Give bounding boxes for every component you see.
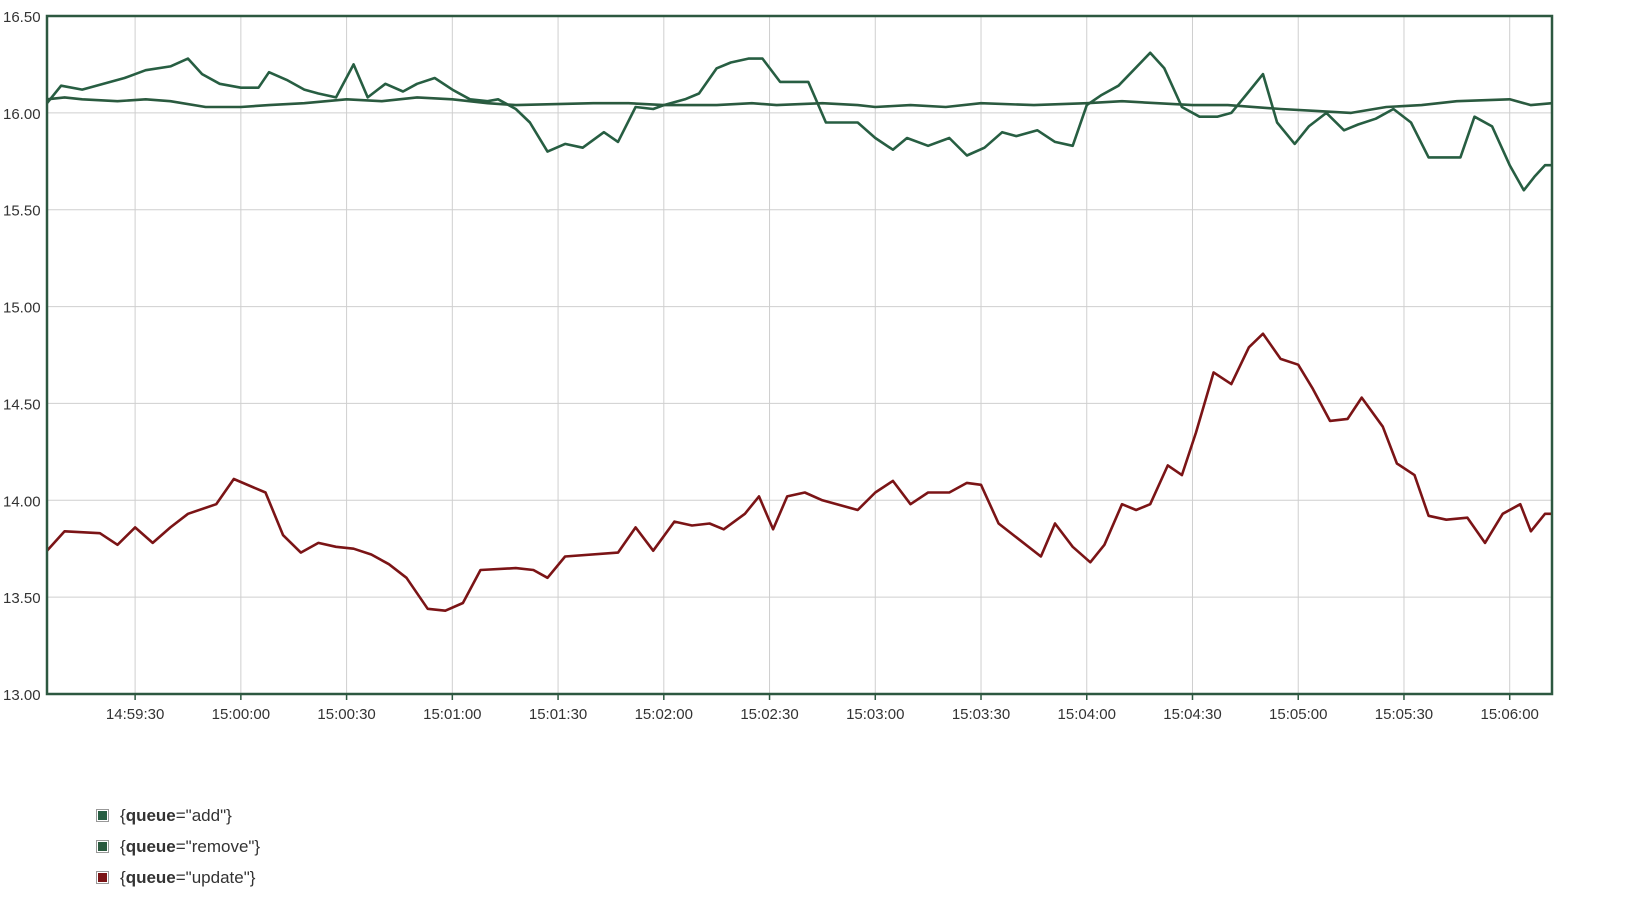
x-tick-label: 15:00:00 <box>212 706 270 723</box>
x-tick-label: 15:05:00 <box>1269 706 1327 723</box>
series-lines <box>45 51 1553 612</box>
legend-swatch <box>96 871 109 884</box>
x-tick-label: 15:00:30 <box>317 706 375 723</box>
y-tick-label: 13.50 <box>3 590 41 607</box>
x-axis: 14:59:30 15:00:00 15:00:30 15:01:00 15:01:30… <box>106 694 1539 723</box>
y-tick-label: 14.50 <box>3 396 41 413</box>
x-tick-label: 15:04:30 <box>1163 706 1221 723</box>
x-tick-label: 14:59:30 <box>106 706 164 723</box>
series-line-update <box>46 332 1552 612</box>
y-tick-label: 13.00 <box>3 687 41 704</box>
grid-lines <box>47 15 1552 695</box>
x-tick-label: 15:02:30 <box>740 706 798 723</box>
series-line-add <box>45 51 1552 192</box>
x-tick-label: 15:05:30 <box>1375 706 1433 723</box>
y-tick-label: 15.50 <box>3 203 41 220</box>
legend-label: {queue="update"} <box>120 867 256 887</box>
x-tick-label: 15:01:30 <box>529 706 587 723</box>
legend-swatch <box>96 809 109 822</box>
plot-frame <box>45 14 1554 696</box>
y-tick-label: 16.50 <box>3 9 41 26</box>
legend-item[interactable]: {queue="remove"} <box>96 831 260 862</box>
legend-label: {queue="add"} <box>120 805 232 825</box>
y-axis: 13.00 13.50 14.00 14.50 15.00 15.50 16.00 16.50 <box>3 9 41 704</box>
legend-swatch <box>96 840 109 853</box>
legend: {queue="add"} {queue="remove"} {queue="upd… <box>96 800 260 893</box>
series-line-remove <box>46 96 1553 115</box>
y-tick-label: 15.00 <box>3 300 41 317</box>
x-tick-label: 15:04:00 <box>1058 706 1116 723</box>
x-tick-label: 15:03:30 <box>952 706 1010 723</box>
x-tick-label: 15:01:00 <box>423 706 481 723</box>
legend-label: {queue="remove"} <box>120 836 261 856</box>
x-tick-label: 15:03:00 <box>846 706 904 723</box>
x-tick-label: 15:02:00 <box>635 706 693 723</box>
x-tick-label: 15:06:00 <box>1481 706 1539 723</box>
legend-item[interactable]: {queue="update"} <box>96 862 260 893</box>
y-tick-label: 14.00 <box>3 493 41 510</box>
y-tick-label: 16.00 <box>3 106 41 123</box>
legend-item[interactable]: {queue="add"} <box>96 800 260 831</box>
